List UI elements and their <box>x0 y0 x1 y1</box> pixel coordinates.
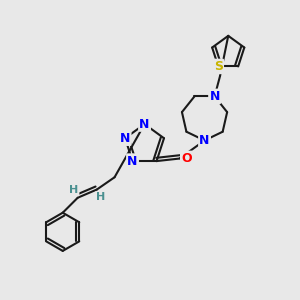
Text: H: H <box>96 192 106 202</box>
Text: H: H <box>69 185 78 195</box>
Text: N: N <box>200 134 210 147</box>
Text: N: N <box>120 132 130 145</box>
Text: N: N <box>127 154 138 168</box>
Text: O: O <box>181 152 192 165</box>
Text: N: N <box>209 90 220 103</box>
Text: N: N <box>140 118 150 130</box>
Text: S: S <box>214 60 223 73</box>
